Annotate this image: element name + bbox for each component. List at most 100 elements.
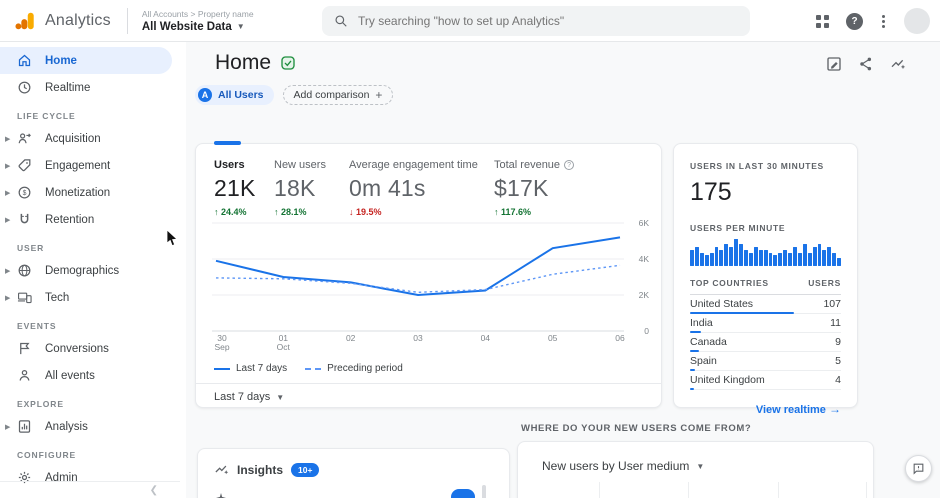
new-users-dimension-selector[interactable]: New users by User medium ▼ (542, 459, 849, 473)
customize-report-icon[interactable] (826, 56, 842, 72)
sidebar-item-conversions[interactable]: Conversions (0, 335, 186, 362)
minute-bar (768, 252, 773, 266)
brand-name: Analytics (45, 11, 111, 29)
expand-caret-icon[interactable]: ▶ (5, 294, 11, 302)
analytics-logo[interactable]: Analytics (0, 10, 111, 32)
expand-caret-icon[interactable]: ▶ (5, 162, 11, 170)
demographics-icon (17, 263, 32, 278)
expand-caret-icon[interactable]: ▶ (5, 423, 11, 431)
sidebar-item-realtime[interactable]: Realtime (0, 74, 186, 101)
breadcrumb[interactable]: All Accounts > Property name (141, 8, 254, 19)
user-avatar[interactable] (904, 8, 930, 34)
apps-grid-icon[interactable] (816, 14, 829, 28)
all-users-chip[interactable]: A All Users (195, 85, 274, 105)
minute-bar (797, 252, 802, 266)
sidebar-section-label-events: EVENTS (17, 321, 57, 331)
expand-caret-icon[interactable]: ▶ (5, 189, 11, 197)
share-icon[interactable] (858, 56, 874, 72)
minute-bar (690, 249, 694, 266)
minute-bar (788, 252, 793, 266)
sidebar-item-analysis[interactable]: ▶ Analysis (0, 413, 186, 440)
expand-caret-icon[interactable]: ▶ (5, 216, 11, 224)
insights-title: Insights (237, 462, 284, 477)
legend-label: Preceding period (327, 363, 403, 374)
users-per-minute-label: USERS PER MINUTE (690, 223, 786, 233)
country-name: United States (690, 298, 754, 310)
minute-bar (812, 247, 817, 266)
collapse-sidebar-icon[interactable]: ❮ (149, 485, 158, 496)
sidebar-item-retention[interactable]: ▶ Retention (0, 206, 186, 233)
sidebar-item-tech[interactable]: ▶ Tech (0, 284, 186, 311)
sidebar-section-label-user: USER (17, 243, 45, 253)
metric-total-revenue[interactable]: Total revenue? $17K ↑ 117.6% (494, 159, 643, 217)
sidebar-item-label: Demographics (45, 264, 120, 277)
insight-action-button[interactable] (451, 489, 475, 498)
realtime-users-value: 175 (690, 178, 732, 206)
sidebar-item-label: Conversions (45, 342, 109, 355)
insights-count-badge[interactable]: 10+ (291, 462, 320, 477)
metric-delta: ↑ 117.6% (494, 207, 532, 217)
page-title: Home (215, 51, 272, 74)
users-chart-wrap: 0 2K 4K 6K 30 Sep 01 Oct 02 03 04 05 06 (208, 217, 649, 353)
add-comparison-button[interactable]: Add comparison + (282, 85, 394, 105)
sidebar-item-label: Admin (45, 471, 78, 484)
view-realtime-link[interactable]: View realtime → (690, 402, 841, 416)
x-tick-label: Sep (214, 342, 229, 352)
x-tick-label: 05 (548, 333, 558, 343)
country-name: India (690, 317, 713, 329)
all-users-chip-label: All Users (218, 89, 264, 101)
info-icon[interactable]: ? (564, 160, 575, 170)
help-icon[interactable]: ? (846, 12, 863, 30)
sidebar-item-all-events[interactable]: All events (0, 362, 186, 389)
plus-icon: + (375, 88, 383, 102)
more-options-icon[interactable] (880, 13, 887, 30)
expand-caret-icon[interactable]: ▶ (5, 135, 11, 143)
sidebar-item-label: Analysis (45, 420, 88, 433)
new-users-question: WHERE DO YOUR NEW USERS COME FROM? (521, 423, 752, 434)
insights-sparkle-icon[interactable] (890, 56, 906, 72)
expand-caret-icon[interactable]: ▶ (5, 267, 11, 275)
x-tick-label: 02 (346, 333, 356, 343)
country-users: 5 (835, 355, 841, 367)
minute-bar (714, 247, 719, 266)
country-users: 4 (835, 374, 841, 386)
search-icon (335, 15, 347, 27)
topbar-divider (126, 7, 128, 34)
metric-delta: ↑ 28.1% (274, 207, 307, 217)
legend-item-last-7-days: Last 7 days (214, 363, 287, 374)
sidebar-item-label: Tech (45, 291, 70, 304)
metric-new-users[interactable]: New users 18K ↑ 28.1% (274, 159, 349, 217)
metric-average-engagement-time[interactable]: Average engagement time 0m 41s ↓ 19.5% (349, 159, 494, 217)
top-countries-list: United States 107 India 11 Canada 9 Spain 5 Unit… (690, 295, 841, 390)
metric-users[interactable]: Users 21K ↑ 24.4% (214, 159, 274, 217)
gear-icon (17, 470, 32, 485)
minute-bar (694, 247, 699, 266)
x-tick-label: 30 (217, 333, 227, 343)
minute-bar (743, 249, 748, 266)
sidebar-item-admin[interactable]: Admin (0, 464, 186, 491)
country-users: 9 (835, 336, 841, 348)
chart-legend: Last 7 days Preceding period (214, 363, 661, 374)
country-row-united-kingdom: United Kingdom 4 (690, 371, 841, 390)
minute-bar (793, 247, 797, 266)
sidebar-item-acquisition[interactable]: ▶ Acquisition (0, 125, 186, 152)
main-content: Home A All Users Add comparison + (186, 42, 940, 498)
insights-scrollbar[interactable] (482, 485, 486, 498)
metrics-row: Users 21K ↑ 24.4% New users 18K ↑ 28.1% Averag… (196, 144, 661, 217)
insights-card: Insights 10+ (197, 448, 510, 498)
sidebar-item-engagement[interactable]: ▶ Engagement (0, 152, 186, 179)
date-range-selector[interactable]: Last 7 days ▼ (196, 384, 661, 410)
sidebar-item-monetization[interactable]: ▶ $ Monetization (0, 179, 186, 206)
report-status-icon[interactable] (280, 55, 296, 71)
sidebar-nav: Home Realtime LIFE CYCLE ▶ Acquisition ▶ Engag… (0, 47, 186, 491)
search-input[interactable] (358, 14, 738, 28)
x-tick-label: 06 (615, 333, 625, 343)
feedback-button[interactable] (905, 455, 932, 482)
property-selector[interactable]: All Website Data ▼ (142, 21, 254, 33)
sidebar-item-home[interactable]: Home (0, 47, 172, 74)
sidebar-item-label: Acquisition (45, 132, 101, 145)
minute-bar (827, 247, 832, 266)
sidebar-item-demographics[interactable]: ▶ Demographics (0, 257, 186, 284)
search-bar[interactable] (322, 6, 750, 36)
